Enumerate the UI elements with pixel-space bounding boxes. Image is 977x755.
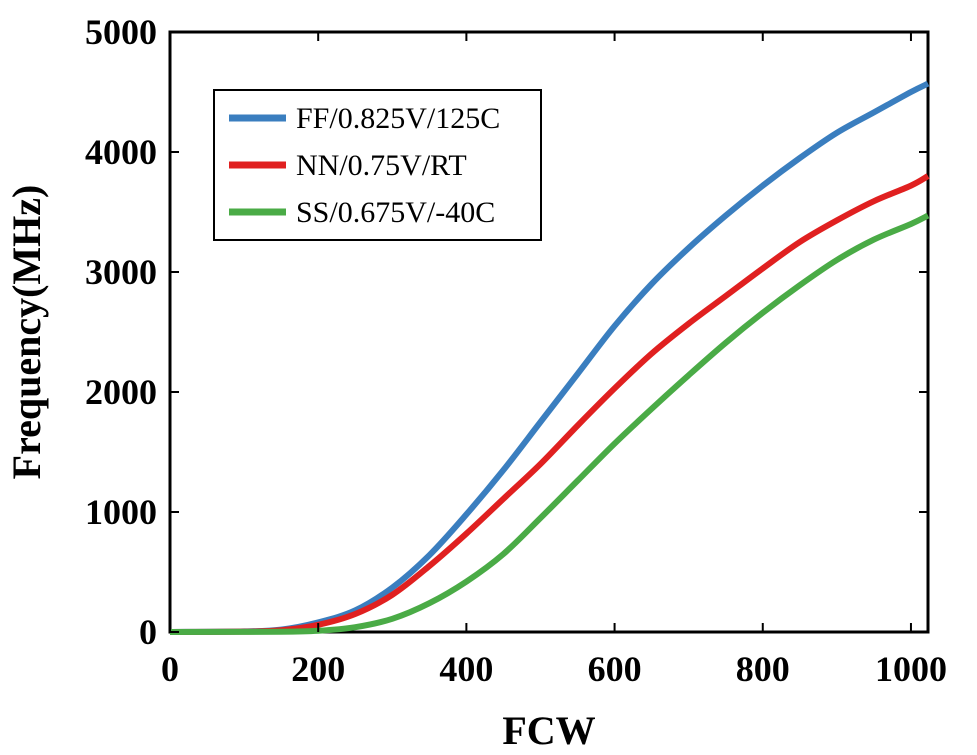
- legend-label: SS/0.675V/-40C: [296, 196, 495, 229]
- plot-area: 0 200 400 600 800 1000 0 1000 2000 3000 4000 5000: [85, 12, 947, 689]
- y-tick-label: 1000: [85, 492, 157, 532]
- plot-frame: [168, 30, 930, 634]
- x-tick-label: 400: [439, 649, 493, 689]
- series-layer: [169, 80, 930, 635]
- ticks-layer: 0 200 400 600 800 1000 0 1000 2000 3000 4000 5000: [85, 12, 947, 689]
- x-tick-label: 800: [736, 649, 790, 689]
- series-line-1: [169, 173, 930, 635]
- x-tick-label: 0: [161, 649, 179, 689]
- x-tick-label: 600: [588, 649, 642, 689]
- legend-items: FF/0.825V/125C NN/0.75V/RT SS/0.675V/-40C: [229, 102, 500, 229]
- y-tick-label: 0: [139, 612, 157, 652]
- legend-label: NN/0.75V/RT: [296, 149, 467, 182]
- y-axis-title: Frequency(MHz): [4, 185, 49, 480]
- legend-label: FF/0.825V/125C: [296, 102, 500, 135]
- x-tick-label: 1000: [875, 649, 947, 689]
- y-tick-label: 4000: [85, 132, 157, 172]
- x-tick-label: 200: [291, 649, 345, 689]
- series-line-2: [169, 212, 930, 635]
- legend: FF/0.825V/125C NN/0.75V/RT SS/0.675V/-40C: [213, 89, 542, 241]
- y-tick-label: 2000: [85, 372, 157, 412]
- x-axis-title: FCW: [502, 708, 595, 753]
- y-tick-label: 3000: [85, 252, 157, 292]
- y-tick-label: 5000: [85, 12, 157, 52]
